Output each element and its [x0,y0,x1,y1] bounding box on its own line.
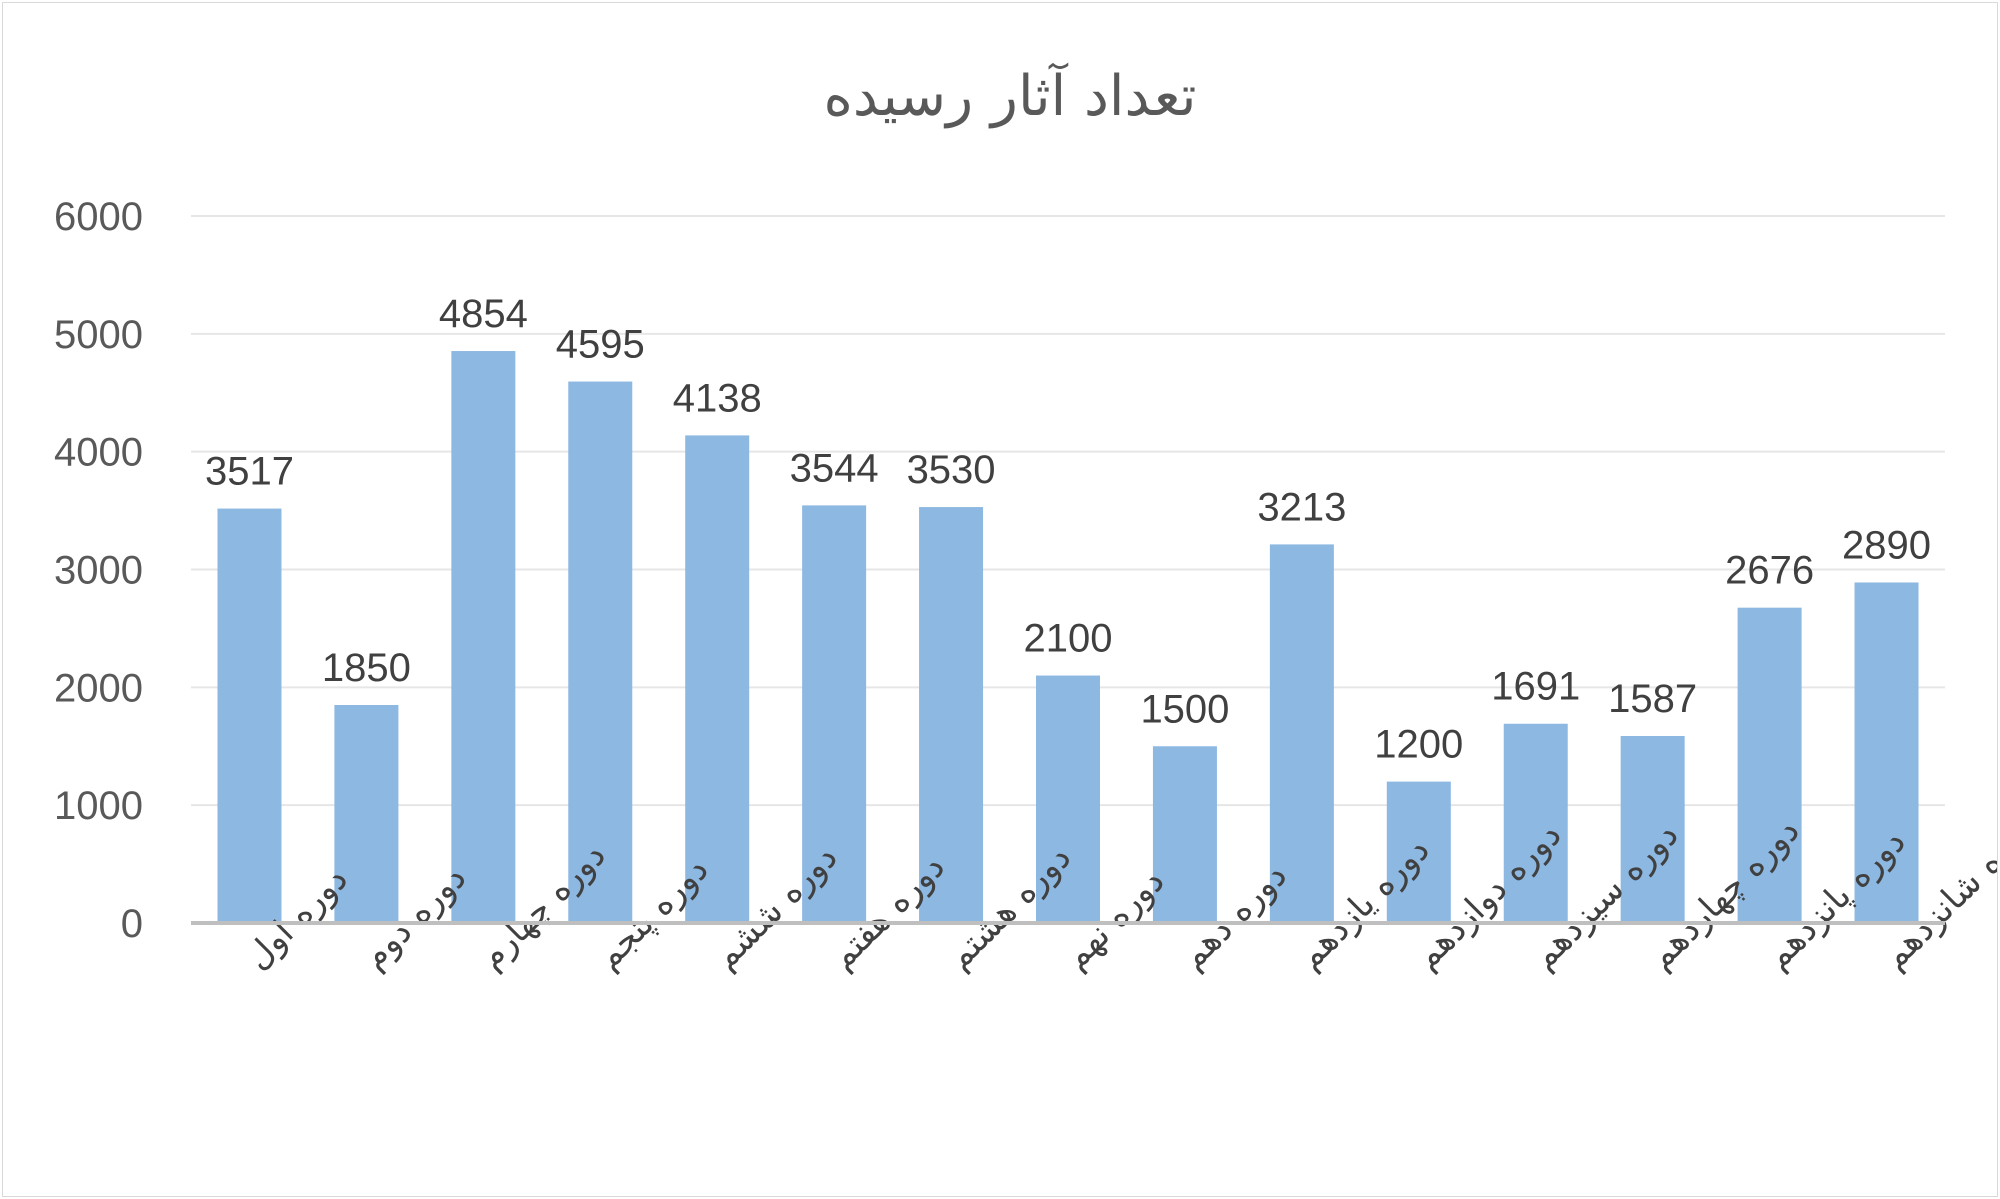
bar [1503,723,1568,923]
bars [217,351,1919,923]
y-tick-label: 5000 [54,313,143,357]
data-label: 4595 [556,323,645,367]
data-label: 4138 [673,376,762,420]
bar [1152,746,1217,923]
bar-chart: تعداد آثار رسیده 0 1000 2000 3000 4000 5000 60… [54,62,1997,977]
y-axis-ticks: 0 1000 2000 3000 4000 5000 6000 [54,195,143,946]
data-label: 1850 [322,646,411,690]
data-label: 2890 [1842,523,1931,567]
data-label: 3530 [907,448,996,492]
data-label: 3517 [205,450,294,494]
data-label: 3213 [1257,485,1346,529]
y-tick-label: 6000 [54,195,143,239]
y-tick-label: 0 [121,902,143,946]
bar [1386,781,1451,923]
bar [802,505,867,923]
y-tick-label: 3000 [54,549,143,593]
bar [334,705,399,923]
bar [451,351,516,923]
data-label: 1587 [1608,677,1697,721]
data-label: 1500 [1140,687,1229,731]
y-tick-label: 2000 [54,666,143,710]
bar [919,507,984,923]
data-label: 3544 [790,446,879,490]
bar [1737,607,1802,923]
y-tick-label: 1000 [54,784,143,828]
bar [568,381,633,923]
bar [1854,582,1919,923]
bar [1620,735,1685,923]
data-label: 1200 [1374,723,1463,767]
bar [685,435,750,923]
chart-title: تعداد آثار رسیده [824,62,1197,129]
data-label: 2100 [1024,617,1113,661]
bar [1036,675,1100,923]
data-labels: 3517 1850 4854 4595 4138 3544 3530 2100 1500 3213… [205,292,1931,767]
data-label: 2676 [1725,549,1814,593]
data-label: 4854 [439,292,528,336]
y-tick-label: 4000 [54,431,143,475]
bar [217,508,282,923]
data-label: 1691 [1491,665,1580,709]
bar [1269,544,1334,923]
